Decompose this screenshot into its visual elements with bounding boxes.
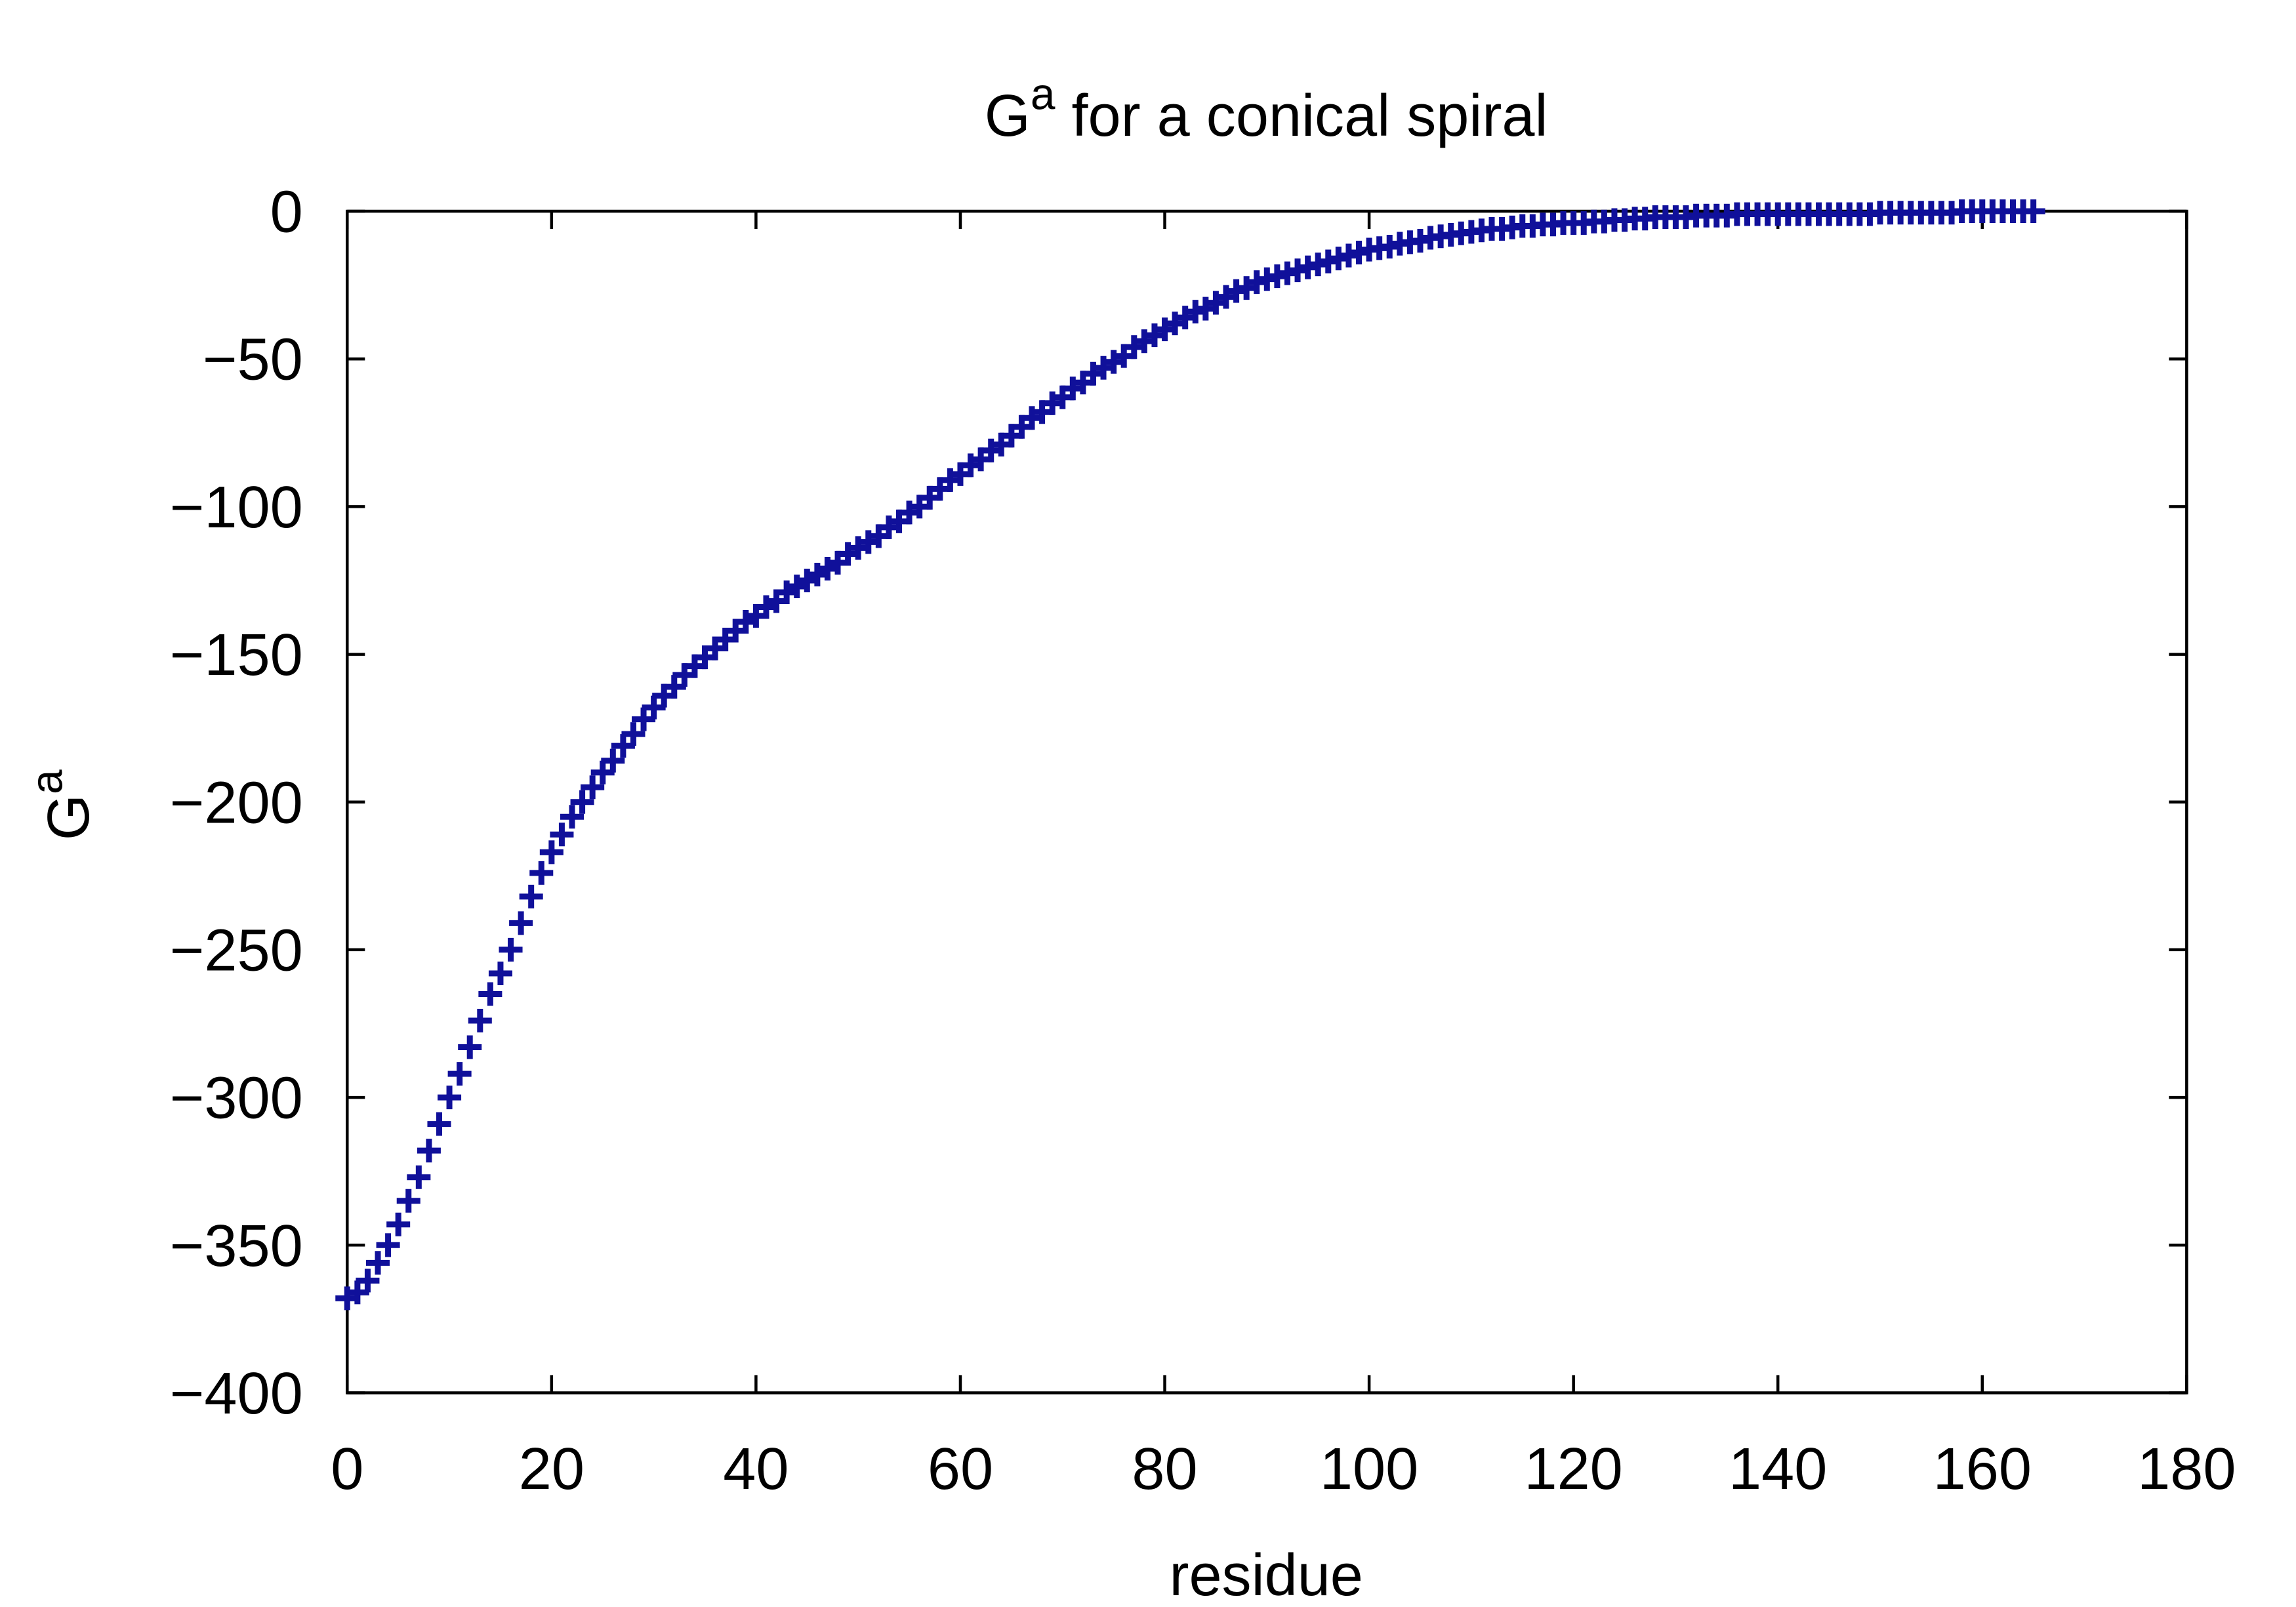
y-tick-label: −300 (170, 1065, 303, 1131)
x-tick-label: 0 (331, 1436, 363, 1502)
x-tick-label: 40 (723, 1436, 789, 1502)
y-tick-label: 0 (270, 179, 303, 245)
point (550, 823, 574, 847)
point (417, 1139, 441, 1163)
point (509, 911, 533, 935)
x-tick-label: 100 (1320, 1436, 1418, 1502)
chart-title: Ga for a conical spiral (985, 70, 1548, 150)
point (478, 982, 502, 1006)
point (376, 1233, 400, 1257)
point (488, 961, 512, 985)
point (601, 748, 625, 773)
point (560, 805, 584, 829)
y-axis-label: Ga (23, 769, 102, 840)
point (529, 861, 554, 885)
point (468, 1009, 492, 1033)
point (570, 790, 594, 814)
y-tick-label: −50 (203, 327, 303, 393)
y-tick-label: −150 (170, 622, 303, 688)
point (438, 1086, 462, 1110)
point (519, 884, 543, 908)
title-part: a (1031, 70, 1056, 119)
point (386, 1212, 411, 1236)
y-tick-label: −400 (170, 1360, 303, 1427)
point (447, 1062, 472, 1086)
point (365, 1251, 390, 1275)
plot-frame (346, 209, 2188, 1394)
point (396, 1189, 420, 1213)
x-tick-label: 120 (1524, 1436, 1622, 1502)
x-tick-label: 60 (928, 1436, 993, 1502)
point (632, 707, 656, 731)
x-axis-label: residue (1169, 1542, 1363, 1607)
point (581, 775, 605, 800)
point (2021, 199, 2045, 224)
point (621, 722, 646, 746)
y-tick-label: −250 (170, 917, 303, 983)
x-tick-label: 160 (1933, 1436, 2032, 1502)
y-tick-label: −200 (170, 769, 303, 836)
point (407, 1165, 431, 1189)
y-tick-label: −100 (170, 474, 303, 540)
x-tick-label: 20 (519, 1436, 584, 1502)
point (611, 734, 635, 758)
y-label-part: G (35, 794, 102, 840)
point (458, 1035, 482, 1059)
y-label-part: a (23, 769, 72, 794)
point (539, 840, 564, 865)
x-tick-label: 140 (1729, 1436, 1827, 1502)
x-tick-label: 80 (1132, 1436, 1197, 1502)
title-part: for a conical spiral (1055, 83, 1548, 149)
point (499, 937, 523, 962)
point (427, 1112, 451, 1136)
x-tick-label: 180 (2137, 1436, 2236, 1502)
y-tick-label: −350 (170, 1213, 303, 1279)
title-part: G (985, 83, 1031, 149)
point (356, 1269, 380, 1293)
